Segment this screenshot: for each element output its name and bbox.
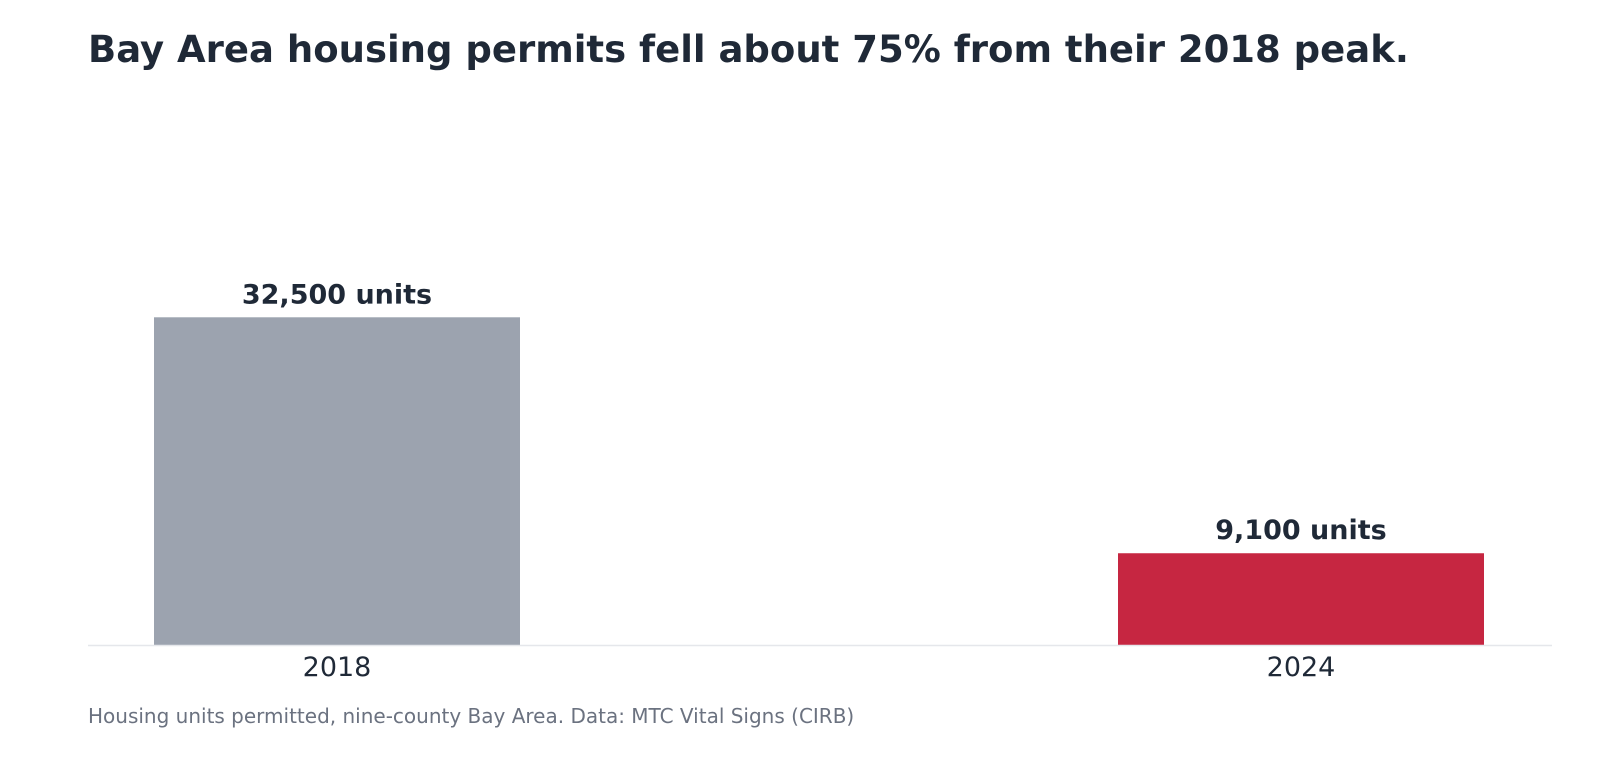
data-label-2018: 32,500 units bbox=[242, 279, 432, 310]
data-label-2024: 9,100 units bbox=[1215, 515, 1386, 546]
bar-2018 bbox=[154, 317, 520, 645]
x-tick-label-2024: 2024 bbox=[1267, 652, 1336, 683]
x-tick-label-2018: 2018 bbox=[303, 652, 372, 683]
bars-layer bbox=[154, 317, 1484, 645]
chart-caption: Housing units permitted, nine-county Bay… bbox=[88, 704, 855, 728]
bar-2024 bbox=[1118, 553, 1484, 645]
labels-layer: 32,500 units 2018 9,100 units 2024 bbox=[242, 279, 1387, 683]
chart-title: Bay Area housing permits fell about 75% … bbox=[88, 28, 1409, 71]
